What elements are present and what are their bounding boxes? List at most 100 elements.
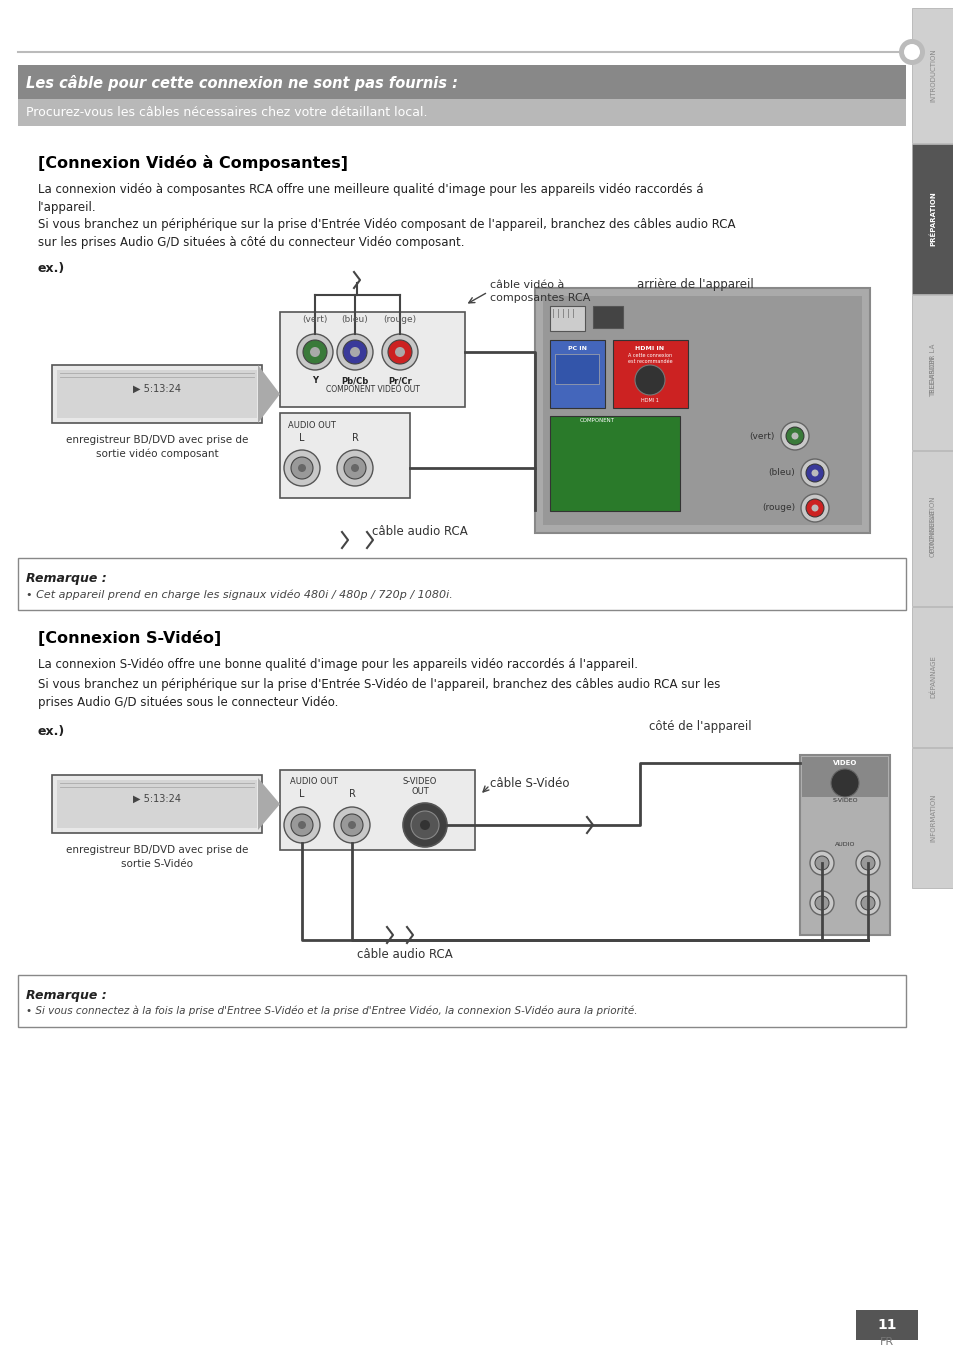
Text: PRÉPARATION: PRÉPARATION [929, 191, 935, 247]
Text: La connexion S-Vidéo offre une bonne qualité d'image pour les appareils vidéo ra: La connexion S-Vidéo offre une bonne qua… [38, 658, 638, 671]
Circle shape [388, 340, 412, 364]
Bar [911, 452, 953, 607]
Text: (rouge): (rouge) [761, 504, 794, 512]
Circle shape [635, 365, 664, 395]
Bar [52, 775, 262, 833]
Bar [57, 369, 256, 418]
Circle shape [350, 346, 359, 357]
Circle shape [336, 334, 373, 369]
Bar [911, 144, 953, 294]
Text: INTRODUCTION: INTRODUCTION [929, 49, 935, 102]
Circle shape [785, 427, 803, 445]
Text: HDMI IN: HDMI IN [635, 345, 664, 350]
Text: R: R [352, 433, 358, 443]
Text: (vert): (vert) [302, 315, 327, 324]
Bar [280, 770, 475, 851]
Text: Y: Y [312, 376, 317, 386]
Bar [280, 412, 410, 497]
Text: • Cet appareil prend en charge les signaux vidéo 480i / 480p / 720p / 1080i.: • Cet appareil prend en charge les signa… [26, 589, 453, 600]
Circle shape [296, 334, 333, 369]
Text: [Connexion Vidéo à Composantes]: [Connexion Vidéo à Composantes] [38, 155, 348, 171]
Text: ▶ 5:13:24: ▶ 5:13:24 [132, 384, 181, 394]
Text: câble audio RCA: câble audio RCA [356, 948, 453, 961]
Bar [613, 340, 687, 408]
Circle shape [303, 340, 327, 364]
Text: Remarque :: Remarque : [26, 989, 107, 1002]
Text: arrière de l'appareil: arrière de l'appareil [636, 278, 753, 291]
Text: L: L [299, 789, 304, 799]
Circle shape [811, 504, 818, 511]
Bar [593, 306, 622, 328]
Text: S-VIDEO: S-VIDEO [402, 778, 436, 786]
Polygon shape [257, 778, 280, 830]
Text: COMPONENT VIDEO OUT: COMPONENT VIDEO OUT [325, 386, 419, 394]
Text: Pr/Cr: Pr/Cr [388, 376, 412, 386]
Text: L: L [299, 433, 304, 443]
Text: CONFIGURATION: CONFIGURATION [929, 495, 935, 553]
Text: INFORMATION: INFORMATION [929, 794, 935, 842]
Text: AUDIO: AUDIO [834, 842, 854, 848]
Circle shape [861, 896, 874, 910]
Bar [911, 607, 953, 747]
Text: ▶ 5:13:24: ▶ 5:13:24 [132, 794, 181, 803]
Text: Procurez-vous les câbles nécessaires chez votre détaillant local.: Procurez-vous les câbles nécessaires che… [26, 106, 427, 120]
Circle shape [351, 464, 358, 472]
Text: A cette connexion
est recommandée: A cette connexion est recommandée [627, 353, 672, 364]
Bar [542, 297, 862, 524]
Circle shape [805, 464, 823, 483]
Text: R: R [348, 789, 355, 799]
Circle shape [291, 457, 313, 479]
Circle shape [348, 821, 355, 829]
Text: [Connexion S-Vidéo]: [Connexion S-Vidéo] [38, 630, 221, 646]
Text: (vert): (vert) [749, 431, 774, 441]
Text: AUDIO OUT: AUDIO OUT [288, 421, 335, 430]
Circle shape [903, 44, 919, 61]
Bar [18, 65, 905, 98]
Text: HDMI 1: HDMI 1 [640, 398, 659, 403]
Text: (bleu): (bleu) [341, 315, 368, 324]
Bar [550, 417, 679, 511]
Text: Si vous branchez un périphérique sur la prise d'Entrée Vidéo composant de l'appa: Si vous branchez un périphérique sur la … [38, 218, 735, 249]
Circle shape [336, 450, 373, 487]
Text: enregistreur BD/DVD avec prise de
sortie vidéo composant: enregistreur BD/DVD avec prise de sortie… [66, 435, 248, 460]
Text: OUT: OUT [411, 787, 429, 797]
Bar [535, 288, 869, 532]
Text: La connexion vidéo à composantes RCA offre une meilleure qualité d'image pour le: La connexion vidéo à composantes RCA off… [38, 183, 702, 214]
Circle shape [814, 896, 828, 910]
Bar [800, 755, 889, 936]
Text: DÉPANNAGE: DÉPANNAGE [929, 655, 935, 698]
Bar [801, 758, 887, 797]
Bar [855, 1310, 917, 1340]
Circle shape [855, 891, 879, 915]
Circle shape [310, 346, 319, 357]
Bar [911, 295, 953, 450]
Bar [911, 8, 953, 143]
Text: enregistreur BD/DVD avec prise de
sortie S-Vidéo: enregistreur BD/DVD avec prise de sortie… [66, 845, 248, 868]
Circle shape [419, 820, 430, 830]
Circle shape [830, 768, 858, 797]
Text: • Si vous connectez à la fois la prise d'Entree S-Vidéo et la prise d'Entree Vid: • Si vous connectez à la fois la prise d… [26, 1006, 637, 1016]
Text: côté de l'appareil: côté de l'appareil [648, 720, 751, 733]
Text: VIDEO: VIDEO [832, 760, 857, 766]
Circle shape [411, 811, 438, 838]
Text: Remarque :: Remarque : [26, 572, 107, 585]
Text: S-VIDEO: S-VIDEO [831, 798, 857, 803]
Text: câble audio RCA: câble audio RCA [372, 524, 467, 538]
Bar [52, 365, 262, 423]
Circle shape [811, 469, 818, 476]
Bar [550, 340, 604, 408]
Circle shape [791, 433, 798, 439]
Text: PC IN: PC IN [568, 345, 587, 350]
Bar [555, 355, 598, 384]
Circle shape [291, 814, 313, 836]
Circle shape [381, 334, 417, 369]
Bar [57, 780, 256, 828]
Circle shape [855, 851, 879, 875]
Text: OPTIONNELLE: OPTIONNELLE [929, 510, 935, 557]
Circle shape [805, 499, 823, 518]
Circle shape [340, 814, 363, 836]
Text: AUDIO OUT: AUDIO OUT [290, 778, 337, 786]
Bar [280, 311, 464, 407]
Circle shape [297, 464, 306, 472]
Circle shape [343, 340, 367, 364]
